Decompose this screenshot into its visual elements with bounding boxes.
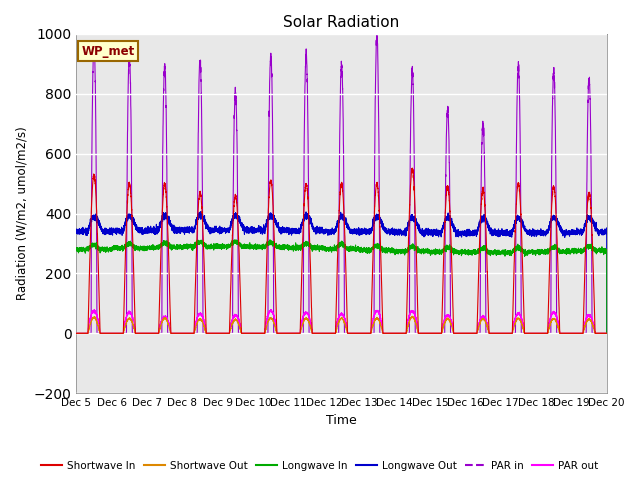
Text: WP_met: WP_met <box>81 45 135 58</box>
X-axis label: Time: Time <box>326 414 357 427</box>
Legend: Shortwave In, Shortwave Out, Longwave In, Longwave Out, PAR in, PAR out: Shortwave In, Shortwave Out, Longwave In… <box>37 456 603 475</box>
Title: Solar Radiation: Solar Radiation <box>284 15 399 30</box>
Y-axis label: Radiation (W/m2, umol/m2/s): Radiation (W/m2, umol/m2/s) <box>15 127 28 300</box>
